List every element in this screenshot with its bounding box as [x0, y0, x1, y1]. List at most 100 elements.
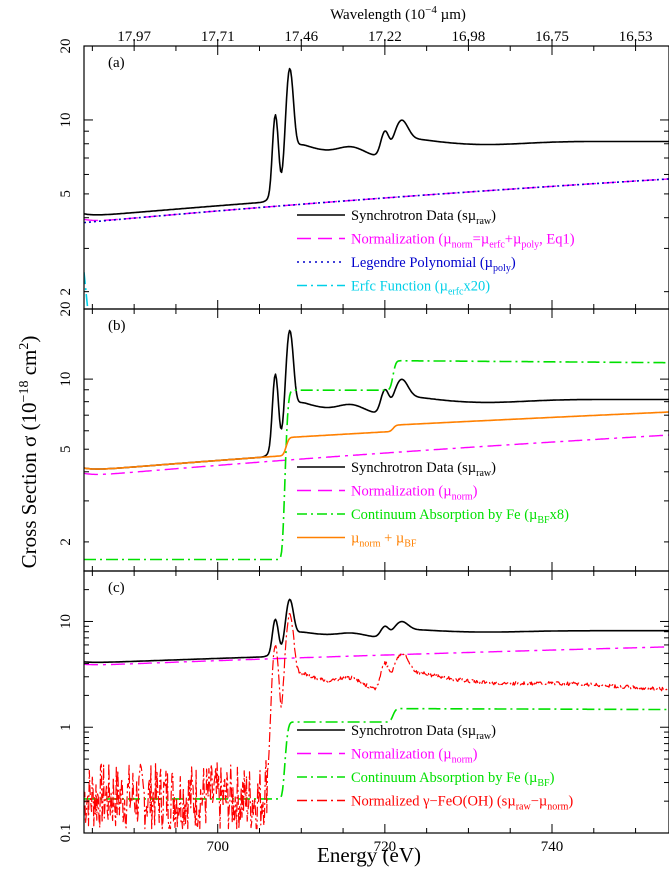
legend-subscript: raw: [476, 468, 492, 479]
legend-text: ): [550, 770, 555, 786]
x-tick-label: 720: [374, 839, 397, 855]
top-axis-tick-label: 16.98: [452, 29, 486, 45]
legend-subscript: norm: [452, 240, 473, 251]
top-axis-tick-label: 17.22: [368, 29, 402, 45]
legend-text: Synchrotron Data (sµ: [351, 460, 476, 476]
legend-entry: Synchrotron Data (sµraw): [351, 460, 496, 479]
legend-text: Continuum Absorption by Fe (µ: [351, 770, 537, 786]
legend-subscript: erfc: [489, 240, 505, 251]
x-axis-title: Energy (eV): [317, 843, 421, 867]
legend-subscript: norm: [452, 755, 473, 766]
y-tick-label: 0.1: [58, 824, 74, 843]
legend-text: Normalized γ−FeO(OH) (sµ: [351, 794, 516, 810]
series-line-sync: [84, 329, 669, 470]
y-tick-label: 10: [58, 113, 74, 128]
y-tick-label: 5: [58, 190, 74, 198]
legend-text: ): [491, 460, 496, 476]
legend-text: ): [491, 208, 496, 224]
series-line-norm_b: [84, 434, 669, 476]
series-line-bf1: [84, 707, 669, 800]
y-tick-label: 2: [58, 288, 74, 296]
legend-subscript: norm: [452, 492, 473, 503]
legend-entry: Normalization (µnorm=µerfc+µpoly, Eq1): [351, 232, 575, 251]
legend-subscript: raw: [516, 802, 532, 813]
legend-text: Normalization (µ: [351, 232, 452, 248]
legend-subscript: norm: [359, 539, 380, 550]
legend-subscript: raw: [476, 731, 492, 742]
y-tick-label: 5: [58, 445, 74, 453]
y-axis-title-end: ): [17, 336, 41, 343]
legend-text: ): [511, 255, 516, 271]
y-axis-title-main: Cross Section σ (10: [17, 402, 41, 568]
legend-subscript: poly: [493, 263, 511, 274]
legend-text: ): [491, 723, 496, 739]
top-axis-tick-label: 17.71: [201, 29, 235, 45]
series-line-norm_c: [84, 646, 669, 666]
legend-subscript: BF: [537, 778, 550, 789]
series-group: [84, 67, 669, 309]
y-axis-title-exp: −18: [17, 381, 32, 403]
top-axis-title-end: µm): [437, 7, 466, 23]
panel-a: 2 5 10 20 (a) Synchrotron Data (sµraw) Normali…: [58, 29, 669, 310]
legend-text: +µ: [505, 232, 522, 248]
legend-text: ): [473, 747, 478, 763]
legend-entry: Normalized γ−FeO(OH) (sµraw−µnorm): [351, 794, 573, 813]
y-axis-title: Cross Section σ (10−18 cm2): [17, 336, 41, 569]
top-axis-title-main: Wavelength (10: [330, 7, 425, 23]
legend-text: x8): [550, 507, 570, 523]
legend-entry: Continuum Absorption by Fe (µBFx8): [351, 507, 569, 526]
top-axis-title: Wavelength (10−4 µm): [330, 4, 466, 23]
legend-subscript: norm: [547, 802, 568, 813]
y-tick-label: 10: [58, 614, 74, 629]
legend-subscript: BF: [537, 515, 550, 526]
legend-entry: Normalization (µnorm): [351, 747, 478, 766]
y-tick-label: 20: [58, 302, 74, 317]
legend-text: Synchrotron Data (sµ: [351, 208, 476, 224]
y-tick-label: 20: [58, 39, 74, 54]
series-group: [84, 329, 669, 561]
series-line-sync: [84, 67, 669, 216]
series-line-sync: [84, 598, 669, 664]
y-axis-title-exp2: 2: [17, 343, 32, 350]
legend-text: x20): [464, 279, 491, 295]
legend-text: Synchrotron Data (sµ: [351, 723, 476, 739]
legend-text: Continuum Absorption by Fe (µ: [351, 507, 537, 523]
legend-subscript: erfc: [448, 287, 464, 298]
legend-subscript: raw: [476, 216, 492, 227]
panel-b: 2 5 10 20 (b) Synchrotron Data (sµraw) Normali…: [58, 302, 669, 572]
top-axis-title-exp: −4: [425, 4, 437, 16]
legend-entry: Erfc Function (µerfcx20): [351, 279, 490, 298]
legend-entry: Continuum Absorption by Fe (µBF): [351, 770, 555, 789]
y-tick-label: 10: [58, 372, 74, 387]
series-line-norm_a: [84, 178, 669, 222]
legend-text: Normalization (µ: [351, 747, 452, 763]
top-axis-tick-label: 17.97: [117, 29, 151, 45]
series-line-normbf: [84, 411, 669, 470]
legend-text: −µ: [531, 794, 548, 810]
y-tick-label: 1: [58, 723, 74, 731]
y-axis-title-mid: cm: [17, 350, 41, 381]
x-tick-label: 700: [206, 839, 229, 855]
panel-label: (c): [108, 580, 125, 596]
legend-entry: Legendre Polynomial (µpoly): [351, 255, 516, 274]
legend-text: + µ: [380, 531, 404, 547]
series-line-bf8: [84, 359, 669, 561]
legend-text: ): [568, 794, 573, 810]
legend-entry: Synchrotron Data (sµraw): [351, 723, 496, 742]
series-line-resid: [84, 613, 669, 830]
top-axis-tick-label: 16.53: [619, 29, 653, 45]
panel-frame: [83, 570, 669, 834]
top-axis-tick-label: 17.46: [284, 29, 318, 45]
legend-entry: Synchrotron Data (sµraw): [351, 208, 496, 227]
y-tick-label: 2: [58, 538, 74, 546]
series-group: [84, 598, 669, 830]
x-tick-label: 740: [541, 839, 564, 855]
panel-label: (b): [108, 318, 126, 334]
legend-text: ): [473, 484, 478, 500]
legend-text: Erfc Function (µ: [351, 279, 448, 295]
legend-text: =µ: [473, 232, 490, 248]
legend-text: Normalization (µ: [351, 484, 452, 500]
